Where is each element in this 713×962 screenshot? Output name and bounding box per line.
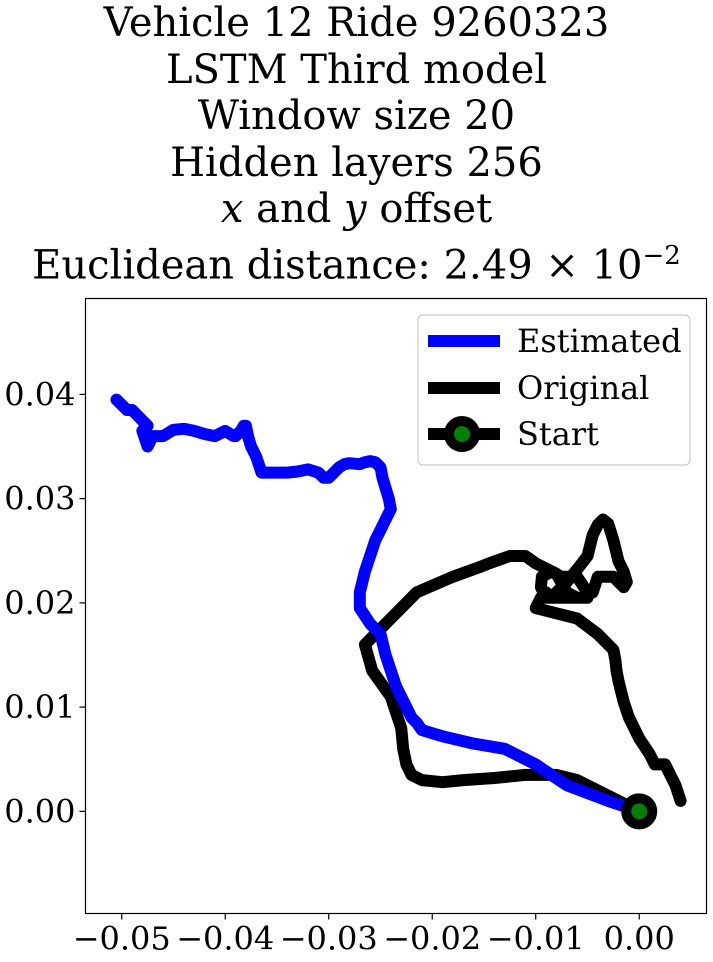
legend-box xyxy=(417,314,691,466)
title-line-6: Euclidean distance: 2.49 × 10−2 xyxy=(0,233,713,288)
legend-original-label: Original xyxy=(517,369,649,407)
y-tick-label: 0.02 xyxy=(4,584,75,622)
y-tick-label: 0.01 xyxy=(4,688,75,726)
y-axis: 0.00 0.01 0.02 0.03 0.04 xyxy=(4,375,86,830)
title-distance: Euclidean distance: 2.49 xyxy=(32,241,533,288)
title-offset: offset xyxy=(366,186,493,232)
x-tick-label: −0.02 xyxy=(383,920,481,958)
title-line-2: LSTM Third model xyxy=(165,46,548,93)
title-var-x: x xyxy=(220,186,244,232)
x-tick-label: −0.01 xyxy=(487,920,585,958)
title-line-4: Hidden layers 256 xyxy=(170,139,543,186)
title-exponent: −2 xyxy=(642,240,681,271)
series-estimated-line xyxy=(110,393,646,818)
legend: Estimated Original Start xyxy=(417,314,691,466)
title-and: and xyxy=(243,186,345,232)
title-var-y: y xyxy=(344,186,367,232)
legend-estimated-label: Estimated xyxy=(517,322,682,360)
x-axis: −0.05 −0.04 −0.03 −0.02 −0.01 0.00 xyxy=(73,913,675,958)
legend-start-label: Start xyxy=(517,415,599,453)
title-line-1: Vehicle 12 Ride 9260323 xyxy=(103,0,610,46)
x-tick-label: −0.05 xyxy=(73,920,171,958)
trajectory-layer xyxy=(110,393,687,830)
y-tick-label: 0.03 xyxy=(4,480,75,518)
x-tick-label: −0.04 xyxy=(176,920,274,958)
y-tick-label: 0.00 xyxy=(4,792,75,830)
x-tick-label: −0.03 xyxy=(280,920,378,958)
series-original-line xyxy=(358,513,687,818)
legend-start-marker xyxy=(444,416,480,452)
y-tick-label: 0.04 xyxy=(4,375,75,413)
x-tick-label: 0.00 xyxy=(604,920,675,958)
start-marker xyxy=(621,793,658,830)
chart-title: Vehicle 12 Ride 9260323 LSTM Third model… xyxy=(0,0,713,288)
title-times: × 10 xyxy=(532,241,643,288)
axes-frame xyxy=(84,297,708,915)
title-line-5: x and y offset xyxy=(0,186,713,233)
title-line-3: Window size 20 xyxy=(197,93,516,139)
